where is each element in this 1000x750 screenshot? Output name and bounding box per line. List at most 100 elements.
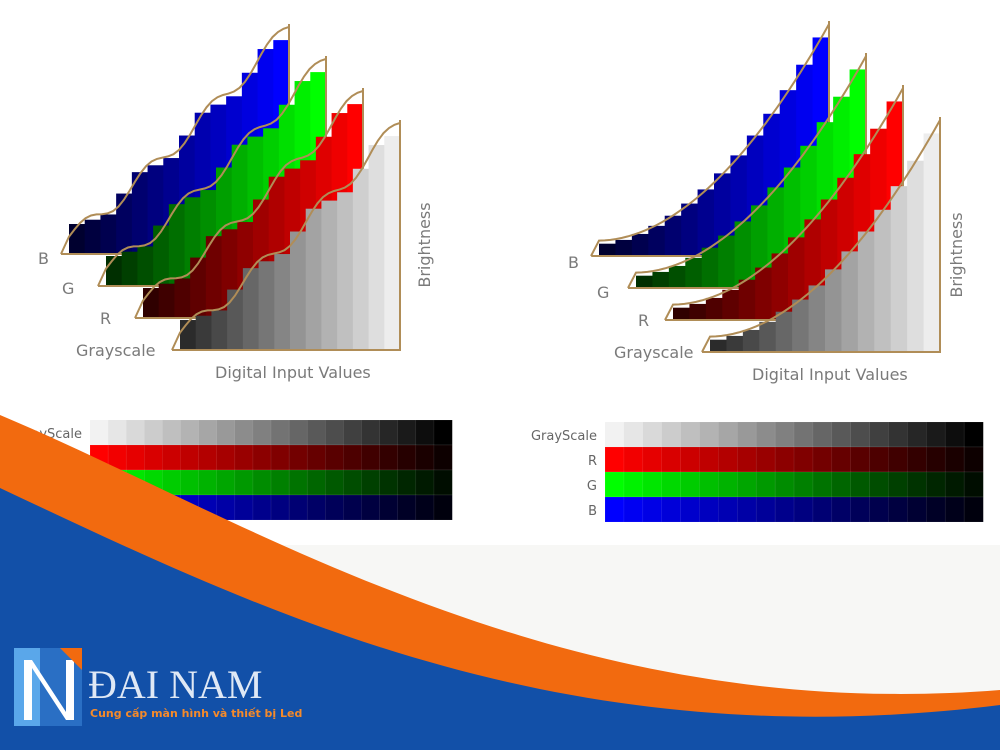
- strip-cell: [325, 444, 344, 471]
- strip-cell: [252, 444, 272, 471]
- strip-cell: [793, 421, 814, 448]
- curve-label: R: [638, 311, 649, 330]
- strip-cell: [604, 446, 625, 473]
- step: [681, 203, 699, 256]
- strip-cell: [379, 494, 399, 521]
- strip-cell: [433, 444, 453, 471]
- strip-cell: [162, 444, 182, 471]
- strip-cell: [325, 494, 344, 521]
- strip-cell: [812, 421, 833, 448]
- strip-cell: [89, 419, 109, 446]
- strip-cell: [661, 496, 682, 523]
- curve-label: G: [62, 279, 74, 298]
- strip-cell: [180, 444, 200, 471]
- strip-cell: [737, 421, 757, 448]
- strip-cell: [397, 469, 417, 496]
- strip-cell: [270, 469, 290, 496]
- step: [615, 239, 633, 256]
- strip-cell: [774, 446, 795, 473]
- strip-cell: [888, 496, 908, 523]
- strip-cell: [343, 444, 363, 471]
- strip-cell: [234, 494, 254, 521]
- step: [242, 268, 260, 350]
- strip-cell: [107, 419, 127, 446]
- strip-cell: [907, 446, 927, 473]
- step: [874, 209, 892, 352]
- step: [599, 243, 616, 256]
- strip-cell: [306, 419, 326, 446]
- strip-cell: [850, 471, 871, 498]
- step: [841, 251, 859, 352]
- step: [689, 303, 707, 320]
- strip-cell: [397, 419, 417, 446]
- strip-cell: [288, 469, 308, 496]
- step: [664, 215, 682, 256]
- step: [759, 321, 777, 352]
- strip-cell: [869, 471, 890, 498]
- step: [274, 254, 291, 350]
- strip-cell: [216, 444, 236, 471]
- strip-cell: [944, 496, 965, 523]
- strip-cell: [288, 494, 308, 521]
- step: [685, 257, 703, 288]
- blue-swoosh: [0, 488, 1000, 750]
- strip-cell: [379, 444, 399, 471]
- step: [697, 189, 715, 256]
- step: [673, 307, 690, 320]
- strip-cell: [216, 419, 236, 446]
- strip-cell: [793, 496, 814, 523]
- step: [195, 315, 212, 350]
- step: [825, 269, 842, 352]
- step: [352, 168, 370, 350]
- strip-cell: [831, 446, 852, 473]
- step: [771, 253, 789, 320]
- strip-cell: [737, 446, 757, 473]
- curve-outline: [701, 117, 941, 353]
- logo-mark: [24, 660, 74, 720]
- strip-label: B: [588, 504, 597, 519]
- strip-cell: [343, 469, 363, 496]
- strip-cell: [604, 471, 625, 498]
- step: [69, 224, 86, 254]
- strip-cell: [343, 494, 363, 521]
- strip-cell: [680, 421, 701, 448]
- strip-cell: [888, 421, 908, 448]
- strip-cell: [162, 419, 182, 446]
- strip-cell: [198, 469, 218, 496]
- strip-cell: [944, 471, 965, 498]
- strip-cell: [270, 494, 290, 521]
- strip-cell: [642, 421, 663, 448]
- curve-label: G: [597, 283, 609, 302]
- strip-cell: [379, 419, 399, 446]
- strip-cell: [642, 496, 663, 523]
- strip-cell: [793, 471, 814, 498]
- strip-cell: [252, 469, 272, 496]
- step: [180, 320, 197, 350]
- strip-cell: [774, 496, 795, 523]
- strip-cell: [415, 469, 435, 496]
- step: [337, 192, 354, 350]
- strip-label: GrayScale: [531, 429, 597, 444]
- logo-mark: [60, 648, 82, 670]
- curve-outline: [590, 21, 830, 257]
- strip-cell: [125, 419, 145, 446]
- strip-cell: [198, 419, 218, 446]
- strip-cell: [397, 444, 417, 471]
- logo-name: ĐAI NAM: [88, 662, 262, 707]
- step: [710, 339, 727, 352]
- step: [368, 145, 385, 350]
- strip-cell: [623, 446, 644, 473]
- curve-label: B: [568, 253, 579, 272]
- curve-label: Grayscale: [614, 343, 693, 362]
- strip-cell: [270, 444, 290, 471]
- step: [205, 236, 223, 318]
- strip-cell: [234, 444, 254, 471]
- strip-cell: [397, 494, 417, 521]
- strip-cell: [433, 494, 453, 521]
- strip-cell: [944, 421, 965, 448]
- strip-cell: [216, 494, 236, 521]
- step: [290, 231, 307, 350]
- strip-cell: [718, 496, 738, 523]
- strip-cell: [604, 421, 625, 448]
- strip-cell: [180, 469, 200, 496]
